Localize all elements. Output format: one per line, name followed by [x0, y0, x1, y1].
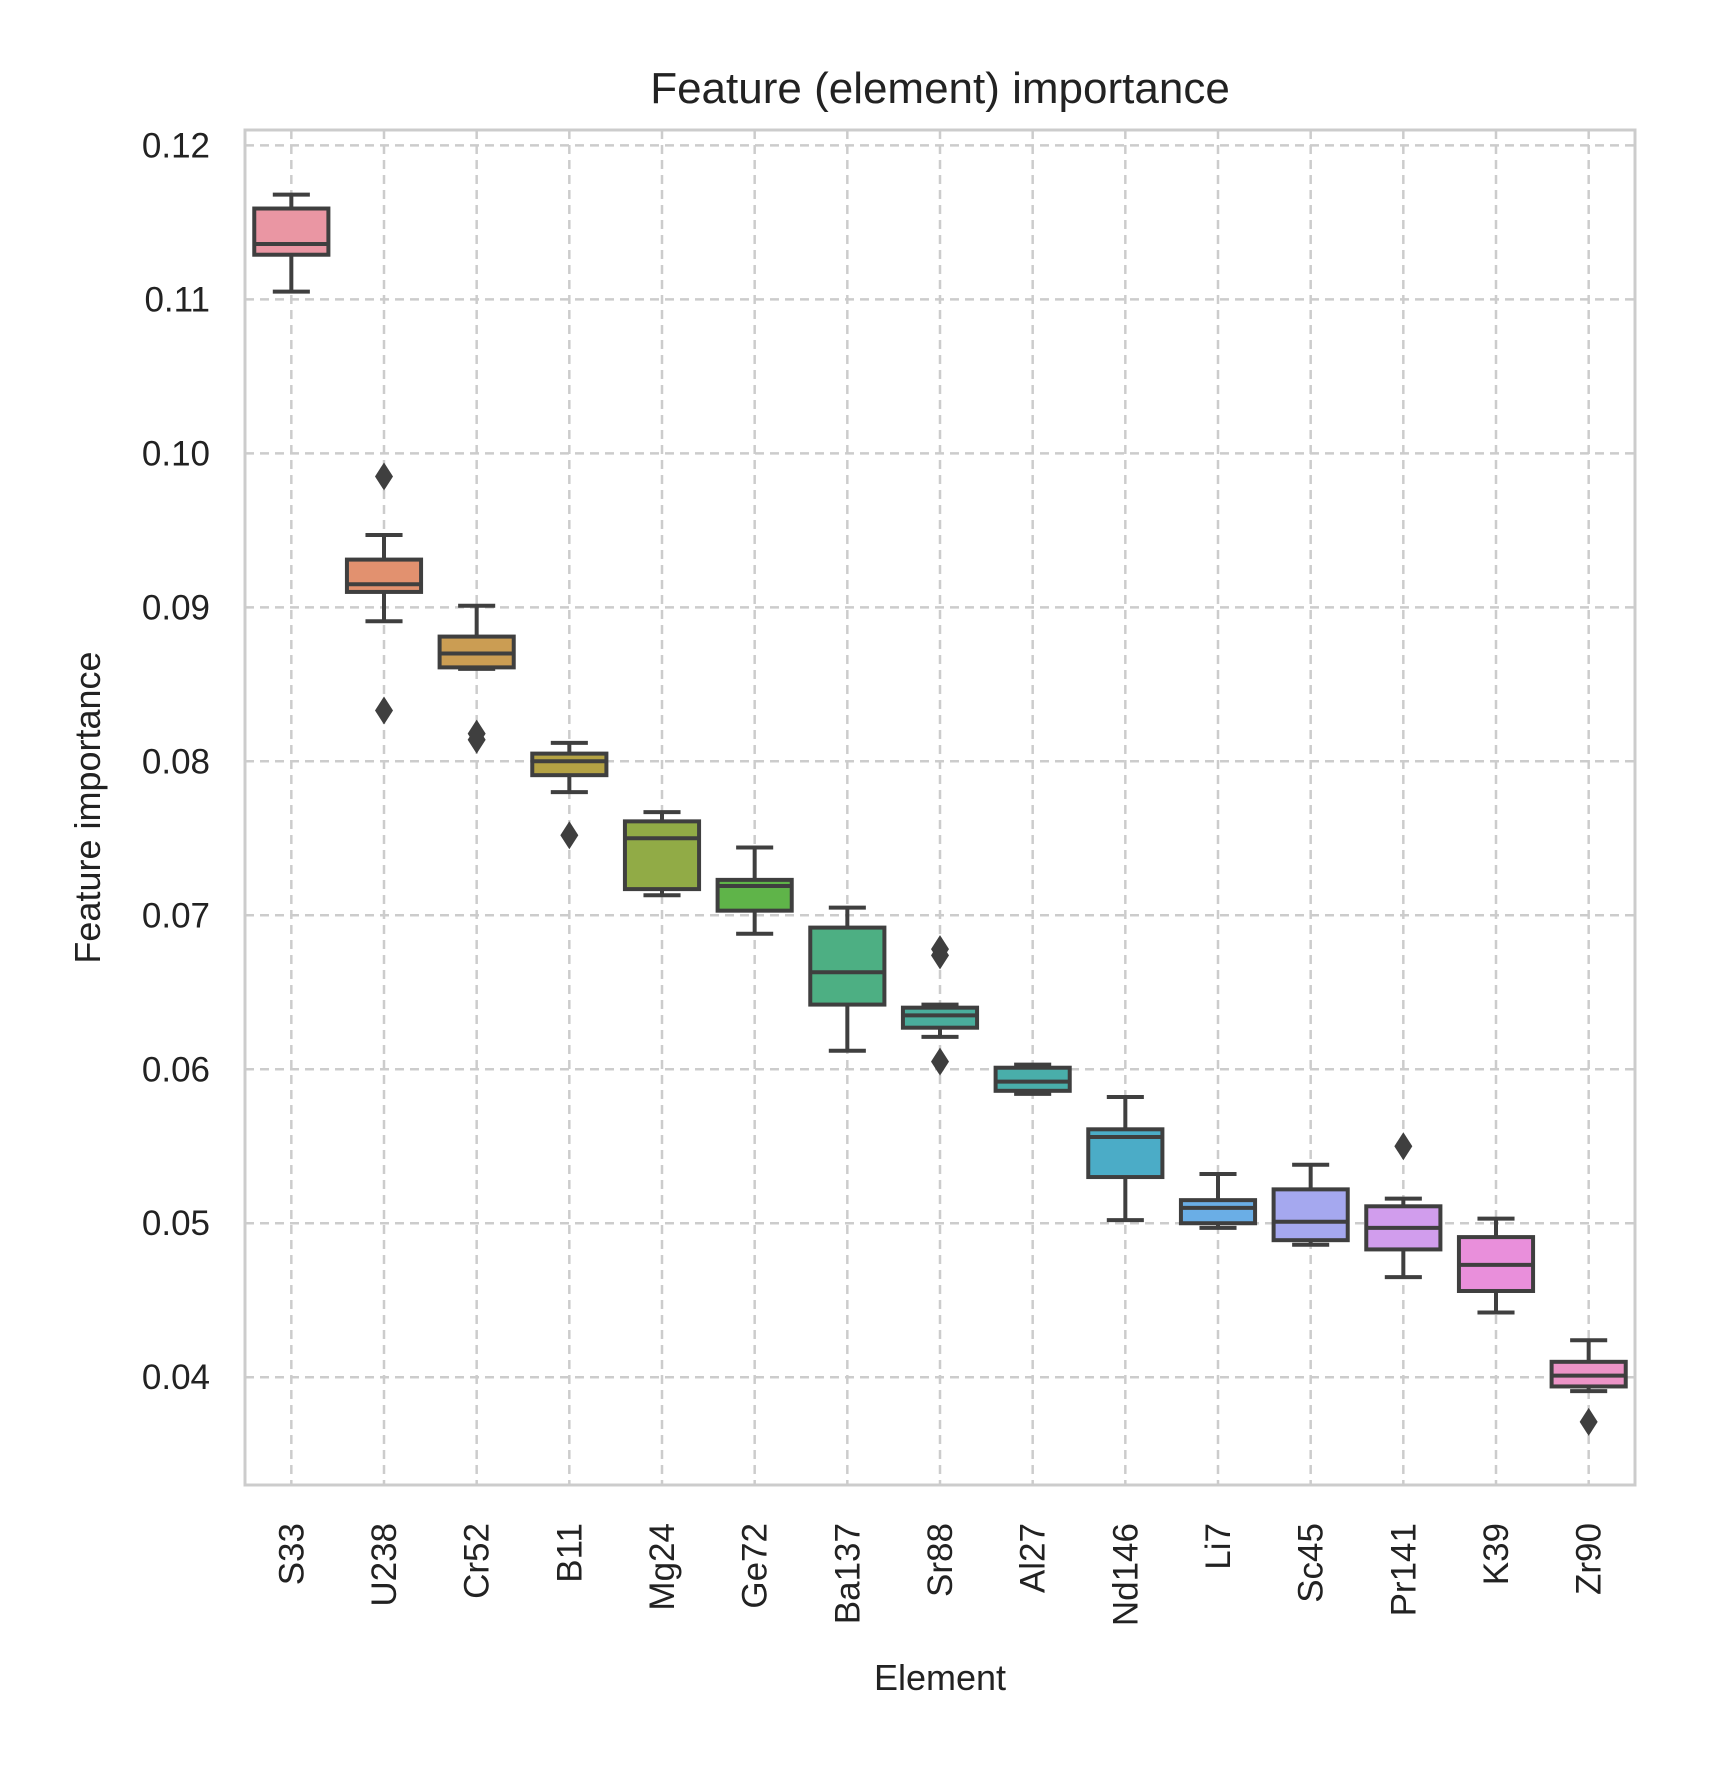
y-tick-label: 0.05 [142, 1204, 210, 1243]
x-tick-label: Zr90 [1570, 1523, 1609, 1595]
box-al27 [993, 1062, 1072, 1096]
iqr-box [1271, 1187, 1350, 1243]
x-tick-label: Pr141 [1384, 1523, 1423, 1616]
x-tick-label: Sc45 [1292, 1523, 1331, 1603]
x-tick-label: U238 [365, 1523, 404, 1607]
x-tick-label: Ge72 [736, 1523, 775, 1609]
y-tick-label: 0.11 [144, 280, 210, 319]
x-tick-label: K39 [1477, 1523, 1516, 1585]
x-tick-label: S33 [272, 1523, 311, 1585]
x-tick-label: Nd146 [1106, 1523, 1145, 1626]
outlier-point [931, 1047, 949, 1076]
y-tick-label: 0.12 [142, 126, 210, 165]
x-tick-label: Sr88 [921, 1523, 960, 1597]
iqr-box [993, 1065, 1072, 1093]
x-tick-label: Al27 [1014, 1523, 1053, 1593]
iqr-box [344, 557, 424, 594]
box-u238 [344, 462, 424, 725]
box-k39 [1456, 1216, 1536, 1315]
y-tick-label: 0.08 [142, 742, 210, 781]
y-tick-label: 0.04 [142, 1358, 210, 1397]
x-tick-label: B11 [550, 1523, 589, 1583]
y-tick-label: 0.09 [142, 588, 210, 627]
grid [245, 130, 1635, 1485]
x-tick-label: Mg24 [643, 1523, 682, 1611]
y-tick-label: 0.07 [142, 896, 210, 935]
chart-title: Feature (element) importance [650, 64, 1230, 113]
x-axis-title: Element [874, 1657, 1006, 1698]
box-sr88 [900, 935, 980, 1076]
outlier-point [931, 941, 949, 970]
outlier-point [1579, 1407, 1598, 1436]
iqr-box [252, 206, 331, 257]
iqr-box [1178, 1198, 1258, 1226]
outlier-point [560, 821, 579, 850]
box-li7 [1178, 1171, 1258, 1230]
outlier-point [1394, 1132, 1413, 1161]
box-b11 [530, 740, 609, 850]
x-axis-ticks: S33 U238 Cr52 B11 Mg24 Ge72 Ba137 Sr88 Al27 Nd146… [272, 1523, 1608, 1626]
x-tick-label: Ba137 [828, 1523, 867, 1624]
x-tick-label: Cr52 [458, 1523, 497, 1599]
box-ba137 [808, 905, 887, 1053]
y-tick-label: 0.06 [142, 1050, 210, 1089]
box-nd146 [1086, 1094, 1165, 1223]
box-cr52 [437, 603, 516, 754]
box-zr90 [1549, 1338, 1628, 1436]
box-pr141 [1364, 1132, 1443, 1280]
y-tick-label: 0.10 [142, 434, 210, 473]
box-mg24 [622, 810, 702, 898]
outlier-point [467, 725, 486, 754]
outlier-point [375, 462, 393, 491]
iqr-box [808, 925, 887, 1007]
x-tick-label: Li7 [1199, 1523, 1238, 1570]
boxes [252, 192, 1628, 1436]
y-axis-ticks: 0.04 0.05 0.06 0.07 0.08 0.09 0.10 0.11 0.12 [142, 126, 210, 1397]
box-sc45 [1271, 1162, 1350, 1247]
box-ge72 [715, 845, 794, 936]
iqr-box [530, 751, 609, 778]
y-axis-title: Feature importance [67, 651, 108, 963]
iqr-box [622, 819, 702, 892]
outlier-point [375, 696, 393, 725]
iqr-box [900, 1005, 980, 1030]
plot-area-frame [243, 128, 1637, 1487]
box-s33 [252, 192, 331, 294]
